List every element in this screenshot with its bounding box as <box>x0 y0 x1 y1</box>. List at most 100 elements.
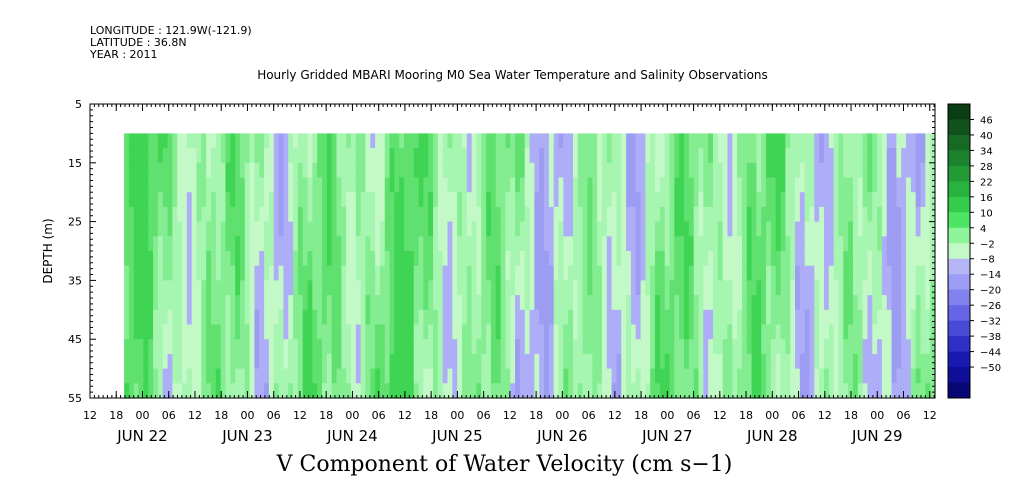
field-cell <box>317 339 323 355</box>
field-cell <box>737 295 743 311</box>
field-cell <box>539 236 545 252</box>
field-cell <box>244 162 251 179</box>
field-cell <box>722 265 729 281</box>
field-cell <box>293 353 299 370</box>
field-cell <box>823 177 830 193</box>
field-cell <box>350 206 357 223</box>
field-cell <box>621 280 627 296</box>
field-cell <box>182 353 188 370</box>
field-cell <box>244 353 251 370</box>
field-cell <box>225 324 231 340</box>
field-cell <box>857 148 864 164</box>
field-cell <box>650 192 656 208</box>
field-cell <box>703 236 709 252</box>
field-cell <box>741 133 748 149</box>
field-cell <box>515 148 521 164</box>
field-cell <box>785 383 791 399</box>
field-cell <box>529 251 535 267</box>
field-cell <box>244 133 251 149</box>
field-cell <box>606 265 613 281</box>
field-cell <box>350 353 357 370</box>
colorbar-label: −44 <box>980 348 1001 359</box>
field-cell <box>698 192 704 208</box>
field-cell <box>746 383 753 399</box>
field-cell <box>877 265 883 281</box>
field-cell <box>737 206 743 223</box>
field-cell <box>601 192 608 208</box>
field-cell <box>852 265 859 281</box>
field-cell <box>766 236 772 252</box>
field-cell <box>843 162 849 179</box>
field-cell <box>461 221 468 237</box>
field-cell <box>548 206 555 223</box>
field-cell <box>906 339 912 355</box>
field-cell <box>167 353 173 370</box>
field-cell <box>346 192 352 208</box>
field-cell <box>182 265 188 281</box>
colorbar-swatch <box>948 336 970 353</box>
field-cell <box>264 368 270 384</box>
field-cell <box>268 280 275 296</box>
field-cell <box>592 133 598 149</box>
field-cell <box>611 192 618 208</box>
field-cell <box>452 309 458 326</box>
field-cell <box>365 148 371 164</box>
field-cell <box>293 251 299 267</box>
field-cell <box>780 221 786 237</box>
field-cell <box>833 162 840 179</box>
field-cell <box>355 383 362 399</box>
field-cell <box>215 177 222 193</box>
field-cell <box>322 177 328 193</box>
field-cell <box>727 295 733 311</box>
field-cell <box>727 162 733 179</box>
field-cell <box>471 280 478 296</box>
field-cell <box>128 221 135 237</box>
field-cell <box>394 206 400 223</box>
field-cell <box>563 324 569 340</box>
field-cell <box>283 383 289 399</box>
field-cell <box>182 221 188 237</box>
field-cell <box>365 162 371 179</box>
field-cell <box>481 339 487 355</box>
field-cell <box>621 324 627 340</box>
field-cell <box>317 162 323 179</box>
field-cell <box>235 148 241 164</box>
field-cell <box>297 192 304 208</box>
field-cell <box>655 265 661 281</box>
field-cell <box>925 339 931 355</box>
field-cell <box>138 280 145 296</box>
field-cell <box>355 192 362 208</box>
field-cell <box>621 162 627 179</box>
field-cell <box>635 353 642 370</box>
field-cell <box>539 368 545 384</box>
field-cell <box>775 383 782 399</box>
field-cell <box>259 206 265 223</box>
field-cell <box>510 324 516 340</box>
field-cell <box>143 280 149 296</box>
field-cell <box>698 221 704 237</box>
field-cell <box>500 368 507 384</box>
field-cell <box>645 133 651 149</box>
field-cell <box>635 192 642 208</box>
field-cell <box>302 353 309 370</box>
field-cell <box>206 339 212 355</box>
field-cell <box>563 192 569 208</box>
field-cell <box>452 221 458 237</box>
field-cell <box>360 251 367 267</box>
field-cell <box>384 295 391 311</box>
field-cell <box>630 324 637 340</box>
field-cell <box>408 192 415 208</box>
field-cell <box>162 324 169 340</box>
field-cell <box>756 251 762 267</box>
field-cell <box>273 339 280 355</box>
field-cell <box>201 280 207 296</box>
field-cell <box>703 383 709 399</box>
field-cell <box>317 309 323 326</box>
field-cell <box>804 324 811 340</box>
field-cell <box>404 192 410 208</box>
field-cell <box>336 177 342 193</box>
field-cell <box>534 353 540 370</box>
field-cell <box>539 206 545 223</box>
field-cell <box>423 309 429 326</box>
field-cell <box>597 309 603 326</box>
